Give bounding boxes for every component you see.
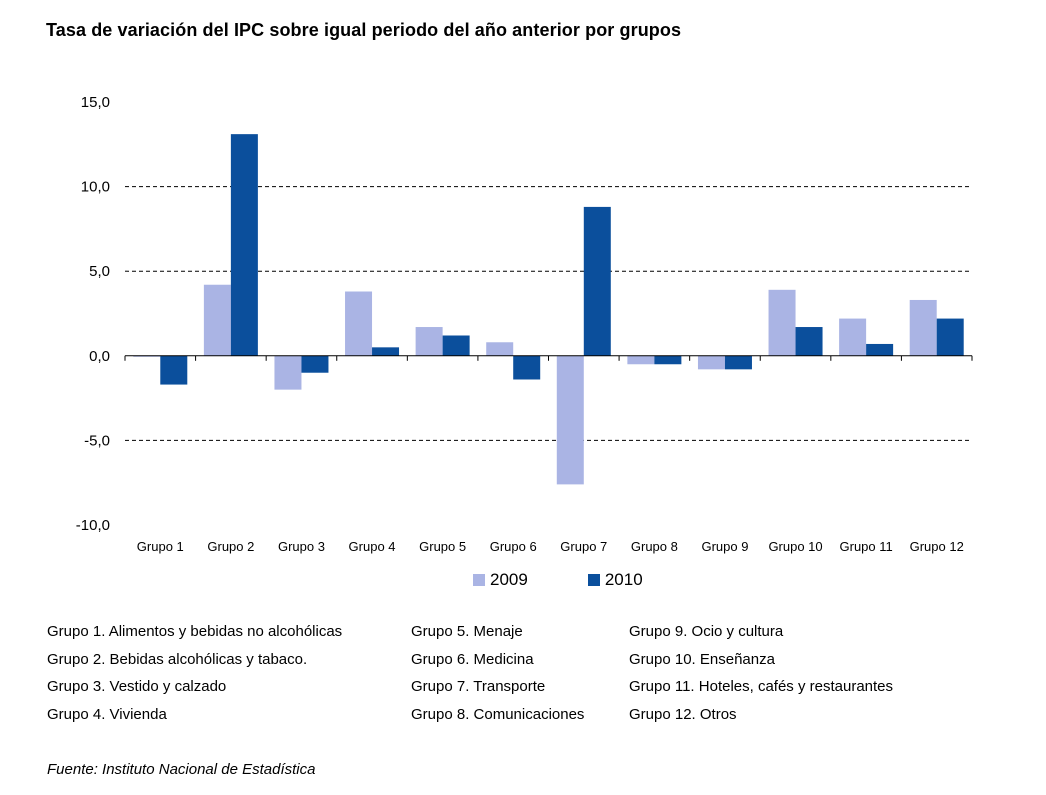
bar-2009-4 [345,291,373,356]
legend: 2009 2010 [473,570,703,590]
bar-2009-3 [274,355,302,390]
group-description: Grupo 7. Transporte [411,678,546,696]
x-tick-label: Grupo 7 [560,539,607,554]
x-tick-label: Grupo 3 [278,539,325,554]
bar-2009-8 [627,355,655,365]
group-description: Grupo 4. Vivienda [47,706,167,724]
group-description: Grupo 2. Bebidas alcohólicas y tabaco. [47,650,308,668]
x-tick-label: Grupo 6 [490,539,537,554]
bar-2009-5 [415,327,443,356]
bar-2009-11 [839,318,867,356]
bar-2010-12 [936,318,964,356]
bar-2009-10 [768,289,796,356]
bar-2010-10 [795,327,823,356]
x-tick-label: Grupo 11 [840,539,893,554]
y-tick-label: 0,0 [89,348,110,365]
bar-2010-2 [230,134,258,356]
bar-2009-9 [697,355,725,370]
x-tick-label: Grupo 4 [349,539,396,554]
chart-title: Tasa de variación del IPC sobre igual pe… [46,20,682,40]
group-description: Grupo 6. Medicina [411,650,534,668]
bar-2010-9 [724,355,752,370]
group-description: Grupo 10. Enseñanza [629,650,775,668]
bar-2010-7 [583,206,611,356]
group-column-2: Grupo 5. Menaje Grupo 6. Medicina Grupo … [411,622,584,733]
group-description: Grupo 5. Menaje [411,623,523,640]
bar-2009-2 [203,284,231,356]
source-note: Fuente: Instituto Nacional de Estadístic… [47,761,316,778]
bar-2010-4 [372,347,400,356]
y-tick-label: -5,0 [84,432,110,449]
legend-label-2009: 2009 [490,570,528,589]
x-tick-label: Grupo 2 [207,539,254,554]
bar-2010-8 [654,355,682,365]
bar-2010-3 [301,355,329,373]
bar-2010-1 [160,355,188,385]
bar-2010-11 [866,343,894,356]
y-tick-label: 10,0 [81,179,110,196]
bar-chart: 15,0 10,0 5,0 0,0 -5,0 -10,0 Grupo 1 Grupo 2 Gru… [76,94,973,554]
y-tick-label: 5,0 [89,263,110,280]
group-column-3: Grupo 9. Ocio y cultura Grupo 10. Enseña… [629,622,893,733]
x-tick-label: Grupo 5 [419,539,466,554]
legend-label-2010: 2010 [604,570,643,589]
legend-item-2010: 2010 [587,570,643,590]
bar-2009-12 [909,299,937,356]
group-description: Grupo 12. Otros [629,706,737,724]
x-tick-label: Grupo 8 [631,539,678,554]
bar-2009-6 [486,342,514,356]
x-tick-label: Grupo 9 [701,539,748,554]
x-tick-label: Grupo 1 [137,539,184,554]
group-description: Grupo 8. Comunicaciones [411,706,585,724]
group-description: Grupo 1. Alimentos y bebidas no alcohóli… [47,623,343,640]
x-tick-label: Grupo 10 [768,539,822,554]
group-description: Grupo 3. Vestido y calzado [47,678,227,696]
group-column-1: Grupo 1. Alimentos y bebidas no alcohóli… [47,622,342,733]
x-tick-label: Grupo 12 [910,539,964,554]
legend-item-2009: 2009 [473,570,528,590]
legend-swatch-2009 [473,574,485,586]
legend-swatch-2010 [587,574,600,586]
bar-2010-5 [442,335,470,356]
bar-2010-6 [513,355,541,380]
group-description: Grupo 9. Ocio y cultura [629,623,784,640]
bar-2009-7 [556,355,584,485]
group-description: Grupo 11. Hoteles, cafés y restaurantes [629,678,894,696]
y-tick-label: 15,0 [81,94,110,111]
y-tick-label: -10,0 [76,517,110,534]
